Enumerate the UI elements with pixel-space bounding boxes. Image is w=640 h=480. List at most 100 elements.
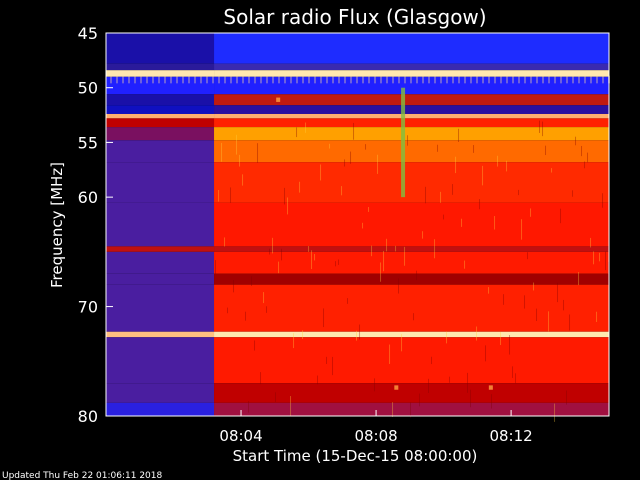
striation: [404, 246, 406, 266]
band-after-13: [214, 251, 609, 274]
periodic-tick: [188, 75, 190, 84]
striation: [443, 214, 445, 220]
striation: [332, 356, 334, 376]
periodic-tick: [494, 75, 496, 84]
band-after-8: [214, 127, 609, 141]
periodic-tick: [476, 75, 478, 84]
periodic-tick: [254, 75, 256, 84]
periodic-tick: [314, 75, 316, 84]
striation: [218, 189, 220, 202]
periodic-tick: [446, 75, 448, 84]
striation: [539, 120, 541, 133]
striation: [326, 356, 328, 364]
striation: [311, 250, 313, 270]
periodic-tick: [308, 75, 310, 84]
striation: [245, 311, 247, 321]
striation: [428, 378, 430, 394]
x-tick-label-08:12: 08:12: [489, 427, 532, 445]
striation: [344, 159, 346, 167]
band-before-18: [106, 383, 215, 403]
striation: [377, 154, 379, 174]
striation: [548, 311, 550, 332]
striation: [494, 216, 496, 230]
periodic-tick: [224, 75, 226, 84]
periodic-tick: [344, 75, 346, 84]
striation: [473, 145, 475, 153]
periodic-tick: [500, 75, 502, 84]
striation: [266, 306, 268, 313]
periodic-tick: [212, 75, 214, 84]
striation: [476, 326, 478, 341]
band-before-2: [106, 70, 215, 77]
striation: [230, 187, 232, 203]
striation: [356, 330, 358, 341]
band-before-17: [106, 337, 215, 384]
periodic-tick: [452, 75, 454, 84]
y-tick-label-60: 60: [78, 188, 98, 207]
periodic-tick: [164, 75, 166, 84]
striation: [422, 231, 424, 239]
striation: [458, 128, 460, 142]
band-after-12: [214, 246, 609, 252]
striation: [302, 330, 304, 340]
striation: [407, 135, 409, 146]
x-tick-label-08:04: 08:04: [219, 427, 262, 445]
y-tick-label-45: 45: [78, 24, 98, 43]
striation: [599, 252, 601, 262]
band-before-13: [106, 251, 215, 274]
striation: [365, 144, 367, 150]
band-before-9: [106, 140, 215, 163]
band-before-14: [106, 273, 215, 285]
band-before-1: [106, 63, 215, 71]
striation: [455, 156, 457, 174]
band-before-10: [106, 162, 215, 203]
striation: [374, 378, 376, 392]
periodic-tick: [566, 75, 568, 84]
band-after-15: [214, 284, 609, 332]
band-after-19: [214, 402, 609, 416]
periodic-tick: [146, 75, 148, 84]
periodic-tick: [272, 75, 274, 84]
periodic-tick: [152, 75, 154, 84]
band-after-16: [214, 331, 609, 338]
periodic-tick: [170, 75, 172, 84]
band-before-0: [106, 33, 215, 64]
periodic-tick: [404, 75, 406, 84]
striation: [542, 121, 544, 137]
striation: [440, 191, 442, 203]
periodic-tick: [488, 75, 490, 84]
striation: [545, 145, 547, 156]
striation: [434, 239, 436, 259]
band-before-16: [106, 331, 215, 338]
band-after-6: [214, 113, 609, 119]
striation: [308, 246, 310, 252]
striation: [536, 308, 538, 322]
striation: [596, 311, 598, 322]
striation: [359, 324, 361, 340]
striation: [290, 396, 292, 416]
periodic-tick: [374, 75, 376, 84]
striation: [557, 282, 559, 303]
x-axis-label: Start Time (15-Dec-15 08:00:00): [233, 447, 478, 465]
band-before-12: [106, 246, 215, 252]
band-after-11: [214, 202, 609, 247]
band-before-6: [106, 113, 215, 119]
striation: [569, 314, 571, 331]
striation-texture: [110, 75, 610, 422]
periodic-tick: [326, 75, 328, 84]
periodic-tick: [428, 75, 430, 84]
periodic-tick: [230, 75, 232, 84]
periodic-tick: [530, 75, 532, 84]
periodic-tick: [422, 75, 424, 84]
striation: [401, 334, 403, 352]
striation: [431, 356, 433, 365]
striation: [398, 278, 400, 294]
burst-3: [276, 97, 281, 102]
band-after-14: [214, 273, 609, 285]
periodic-tick: [542, 75, 544, 84]
periodic-tick: [266, 75, 268, 84]
band-after-7: [214, 118, 609, 128]
striation: [248, 400, 250, 413]
burst-0: [401, 87, 406, 198]
striation: [380, 262, 382, 282]
